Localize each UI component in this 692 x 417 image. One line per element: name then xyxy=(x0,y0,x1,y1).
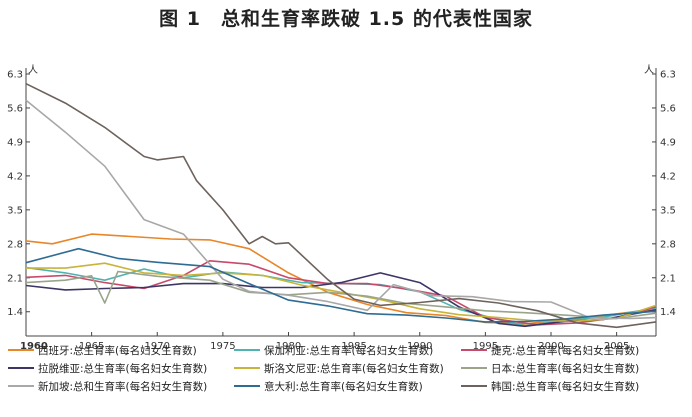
y-tick-label-left: 4.2 xyxy=(7,171,23,182)
legend-entry-5: 斯洛文尼亚:总生育率(每名妇女生育数) xyxy=(264,362,444,375)
axes xyxy=(25,68,657,337)
x-tick-label: 2005 xyxy=(604,341,629,352)
y-tick-label-right: 6.3 xyxy=(660,70,676,81)
y-unit-right: 人 xyxy=(644,64,654,76)
series-line-1 xyxy=(25,233,657,325)
chart-title: 图 1 总和生育率跌破 1.5 的代表性国家 xyxy=(159,8,533,30)
x-tick-label: 1970 xyxy=(145,341,170,352)
y-tick-label-right: 2.8 xyxy=(660,239,676,250)
tick-labels: 人 人 6.3 6.3 5.6 5.6 4.9 4.9 4.2 4.2 3.5 3.5 2.8 2.8 2.… xyxy=(7,64,676,352)
legend-entry-1: 西班牙:总生育率(每名妇女生育数) xyxy=(38,344,197,357)
series-line-6 xyxy=(25,270,657,320)
y-tick-label-left: 6.3 xyxy=(7,70,23,81)
series-line-8 xyxy=(25,247,657,323)
y-tick-label-left: 2.1 xyxy=(7,273,23,284)
legend-entry-6: 日本:总生育率(每名妇女生育数) xyxy=(491,362,639,375)
series-line-5 xyxy=(26,262,657,322)
y-unit-left: 人 xyxy=(28,64,38,76)
series-line-9 xyxy=(25,82,657,329)
x-tick-label: 1975 xyxy=(210,341,235,352)
y-tick-label-left: 3.5 xyxy=(7,205,23,216)
y-tick-label-right: 1.4 xyxy=(660,307,676,318)
legend-entry-7: 新加坡:总和生育率(每名妇女生育数) xyxy=(38,380,207,393)
y-tick-label-right: 4.2 xyxy=(660,171,676,182)
legend-entry-9: 韩国:总生育率(每名妇女生育数) xyxy=(491,380,639,393)
series-lines xyxy=(25,82,657,329)
x-tick-label: 1960 xyxy=(20,341,48,352)
x-tick-label: 2000 xyxy=(538,341,563,352)
legend-entry-2: 保加利亚:总生育率(每名妇女生育数) xyxy=(264,344,433,357)
y-tick-label-left: 4.9 xyxy=(7,137,23,148)
y-tick-label-left: 1.4 xyxy=(7,307,23,318)
x-tick-label: 1985 xyxy=(341,341,366,352)
x-tick-label: 1990 xyxy=(407,341,432,352)
y-tick-label-left: 2.8 xyxy=(7,239,23,250)
series-line-7 xyxy=(25,99,657,320)
y-tick-label-right: 4.9 xyxy=(660,137,676,148)
y-tick-label-right: 2.1 xyxy=(660,273,676,284)
y-tick-label-left: 5.6 xyxy=(7,103,23,114)
legend: 西班牙:总生育率(每名妇女生育数) 保加利亚:总生育率(每名妇女生育数) 捷克:总生… xyxy=(8,344,639,393)
y-tick-label-right: 5.6 xyxy=(660,103,676,114)
x-tick-label: 1965 xyxy=(79,341,104,352)
legend-entry-4: 拉脱维亚:总生育率(每名妇女生育数) xyxy=(38,362,207,375)
legend-entry-3: 捷克:总生育率(每名妇女生育数) xyxy=(491,344,639,357)
x-tick-label: 1980 xyxy=(276,341,301,352)
legend-entry-8: 意大利:总生育率(每名妇女生育数) xyxy=(264,380,423,393)
y-tick-label-right: 3.5 xyxy=(660,205,676,216)
x-tick-label: 1995 xyxy=(473,341,498,352)
series-line-4 xyxy=(25,272,657,328)
